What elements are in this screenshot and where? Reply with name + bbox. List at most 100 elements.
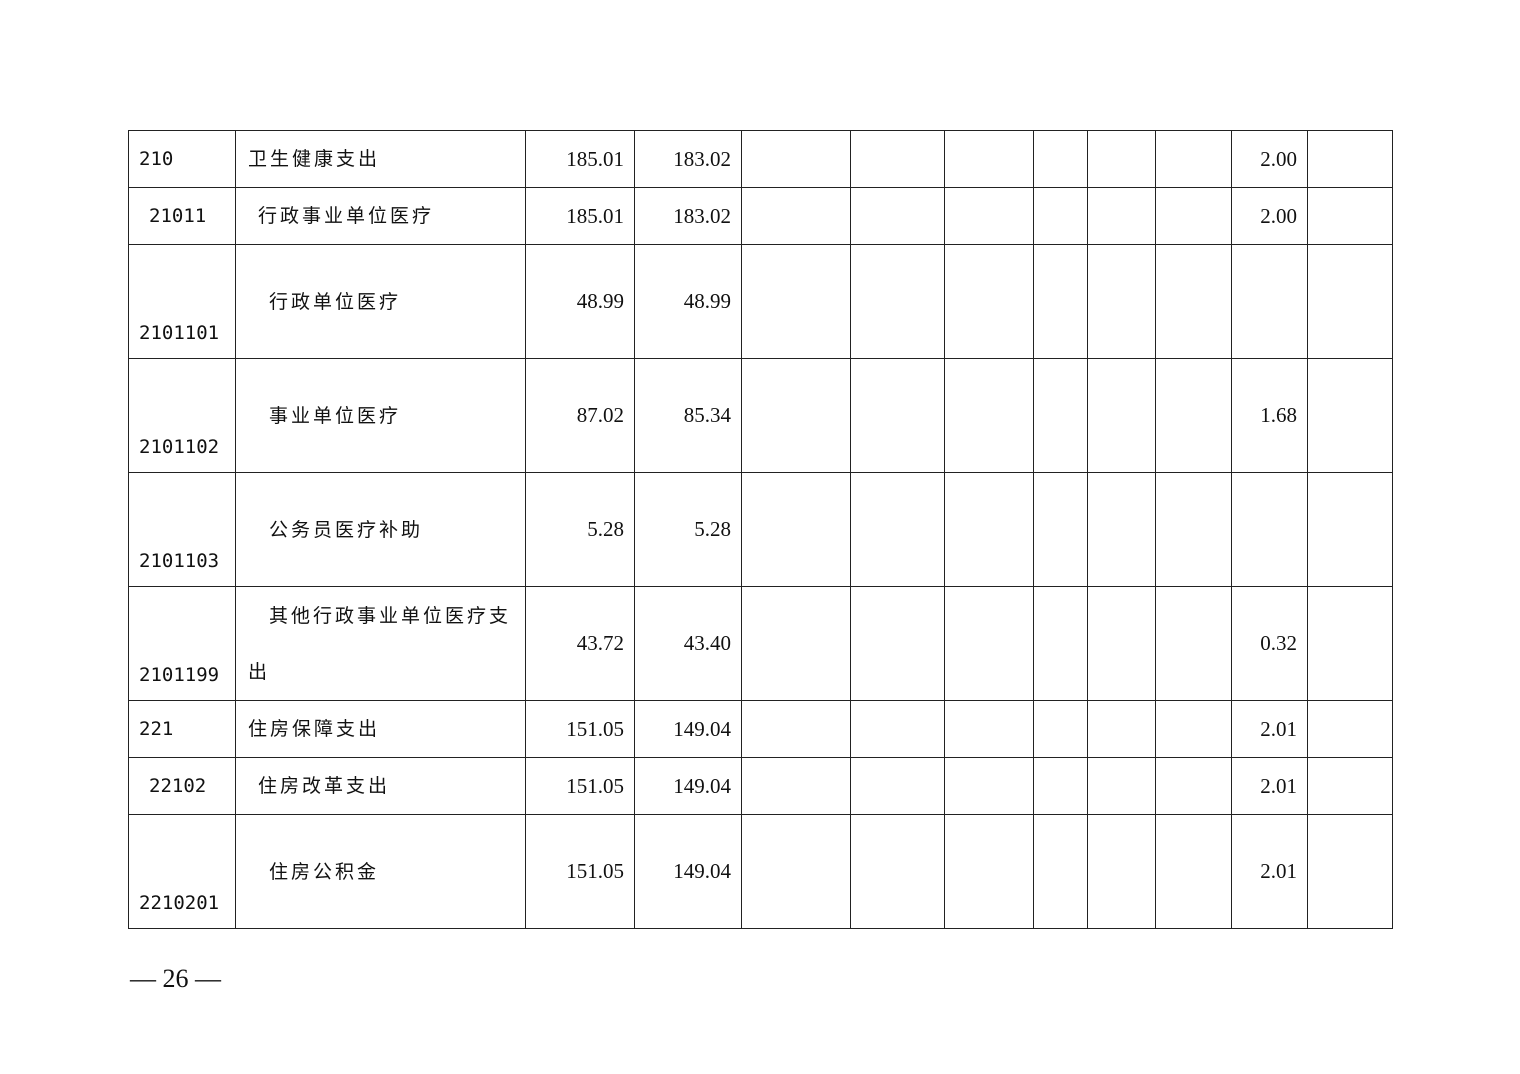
subject-code: 2101101 — [128, 244, 236, 359]
amount-col-2: 149.04 — [634, 700, 742, 758]
subject-code: 2101103 — [128, 472, 236, 587]
amount-col-4 — [850, 187, 945, 245]
amount-col-7 — [1087, 700, 1156, 758]
amount-col-8 — [1155, 700, 1232, 758]
total-amount: 151.05 — [525, 757, 635, 815]
amount-col-2: 183.02 — [634, 130, 742, 188]
subject-name: 其他行政事业单位医疗支出 — [235, 586, 526, 701]
amount-col-10 — [1307, 586, 1393, 701]
amount-col-10 — [1307, 814, 1393, 929]
subject-code: 210 — [128, 130, 236, 188]
amount-col-10 — [1307, 244, 1393, 359]
subject-code: 21011 — [128, 187, 236, 245]
total-amount: 5.28 — [525, 472, 635, 587]
total-amount: 48.99 — [525, 244, 635, 359]
table-row: 2210201 住房公积金 151.05 149.04 2.01 — [128, 814, 1393, 929]
total-amount: 87.02 — [525, 358, 635, 473]
amount-col-5 — [944, 700, 1034, 758]
amount-col-2: 85.34 — [634, 358, 742, 473]
amount-col-6 — [1033, 244, 1088, 359]
subject-code: 2101102 — [128, 358, 236, 473]
amount-col-9: 1.68 — [1231, 358, 1308, 473]
subject-name: 住房保障支出 — [235, 700, 526, 758]
total-amount: 151.05 — [525, 700, 635, 758]
subject-name: 行政单位医疗 — [235, 244, 526, 359]
amount-col-5 — [944, 244, 1034, 359]
table-row: 2101102 事业单位医疗 87.02 85.34 1.68 — [128, 358, 1393, 473]
amount-col-2: 48.99 — [634, 244, 742, 359]
table-row: 2101103 公务员医疗补助 5.28 5.28 — [128, 472, 1393, 587]
amount-col-9: 2.00 — [1231, 187, 1308, 245]
amount-col-10 — [1307, 700, 1393, 758]
subject-code: 22102 — [128, 757, 236, 815]
amount-col-6 — [1033, 586, 1088, 701]
amount-col-7 — [1087, 187, 1156, 245]
amount-col-5 — [944, 586, 1034, 701]
amount-col-9: 2.01 — [1231, 700, 1308, 758]
amount-col-7 — [1087, 814, 1156, 929]
table-row: 22102 住房改革支出 151.05 149.04 2.01 — [128, 757, 1393, 815]
amount-col-5 — [944, 187, 1034, 245]
amount-col-9: 0.32 — [1231, 586, 1308, 701]
amount-col-8 — [1155, 187, 1232, 245]
amount-col-5 — [944, 814, 1034, 929]
amount-col-8 — [1155, 757, 1232, 815]
amount-col-9: 2.01 — [1231, 757, 1308, 815]
subject-code: 221 — [128, 700, 236, 758]
amount-col-8 — [1155, 814, 1232, 929]
amount-col-8 — [1155, 472, 1232, 587]
amount-col-3 — [741, 130, 851, 188]
amount-col-3 — [741, 700, 851, 758]
amount-col-6 — [1033, 187, 1088, 245]
amount-col-4 — [850, 757, 945, 815]
amount-col-8 — [1155, 358, 1232, 473]
total-amount: 43.72 — [525, 586, 635, 701]
amount-col-7 — [1087, 586, 1156, 701]
subject-name: 公务员医疗补助 — [235, 472, 526, 587]
amount-col-7 — [1087, 358, 1156, 473]
amount-col-4 — [850, 586, 945, 701]
amount-col-7 — [1087, 130, 1156, 188]
page-number: — 26 — — [130, 964, 221, 993]
amount-col-3 — [741, 187, 851, 245]
total-amount: 185.01 — [525, 130, 635, 188]
amount-col-10 — [1307, 187, 1393, 245]
amount-col-8 — [1155, 586, 1232, 701]
amount-col-3 — [741, 757, 851, 815]
subject-name: 事业单位医疗 — [235, 358, 526, 473]
amount-col-3 — [741, 244, 851, 359]
amount-col-5 — [944, 757, 1034, 815]
amount-col-3 — [741, 472, 851, 587]
amount-col-9: 2.01 — [1231, 814, 1308, 929]
table-row: 2101101 行政单位医疗 48.99 48.99 — [128, 244, 1393, 359]
amount-col-4 — [850, 244, 945, 359]
table-row: 2101199 其他行政事业单位医疗支出 43.72 43.40 0.32 — [128, 586, 1393, 701]
amount-col-2: 5.28 — [634, 472, 742, 587]
amount-col-6 — [1033, 358, 1088, 473]
amount-col-3 — [741, 586, 851, 701]
amount-col-5 — [944, 472, 1034, 587]
subject-code: 2210201 — [128, 814, 236, 929]
amount-col-10 — [1307, 472, 1393, 587]
amount-col-7 — [1087, 757, 1156, 815]
subject-code: 2101199 — [128, 586, 236, 701]
amount-col-3 — [741, 358, 851, 473]
total-amount: 151.05 — [525, 814, 635, 929]
subject-name: 住房公积金 — [235, 814, 526, 929]
amount-col-10 — [1307, 358, 1393, 473]
amount-col-9 — [1231, 472, 1308, 587]
amount-col-4 — [850, 358, 945, 473]
amount-col-4 — [850, 814, 945, 929]
amount-col-2: 149.04 — [634, 757, 742, 815]
table-row: 210 卫生健康支出 185.01 183.02 2.00 — [128, 130, 1393, 188]
budget-table: 210 卫生健康支出 185.01 183.02 2.00 21011 行政事业单位医疗 18… — [128, 130, 1393, 929]
amount-col-2: 183.02 — [634, 187, 742, 245]
amount-col-10 — [1307, 130, 1393, 188]
amount-col-5 — [944, 130, 1034, 188]
table-row: 21011 行政事业单位医疗 185.01 183.02 2.00 — [128, 187, 1393, 245]
amount-col-5 — [944, 358, 1034, 473]
amount-col-8 — [1155, 244, 1232, 359]
amount-col-7 — [1087, 472, 1156, 587]
amount-col-4 — [850, 130, 945, 188]
